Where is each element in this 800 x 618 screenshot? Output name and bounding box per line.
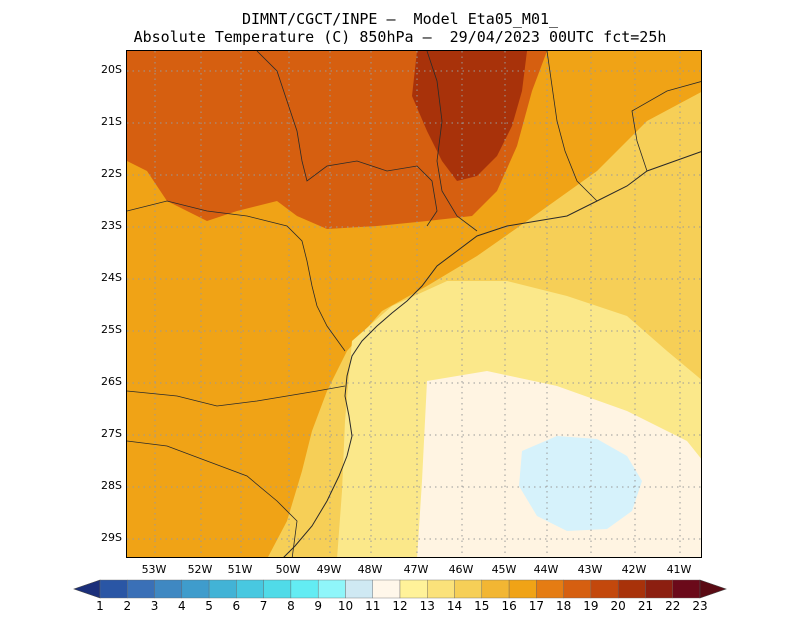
colorbar-label: 17 xyxy=(528,599,544,613)
longitude-label: 47W xyxy=(403,563,429,576)
colorbar-label: 23 xyxy=(692,599,708,613)
latitude-label: 22S xyxy=(101,167,122,180)
colorbar-label: 9 xyxy=(314,599,322,613)
colorbar-label: 19 xyxy=(583,599,599,613)
longitude-label: 46W xyxy=(448,563,474,576)
latitude-label: 20S xyxy=(101,63,122,76)
field-cold-patch xyxy=(519,436,642,531)
colorbar-label: 8 xyxy=(287,599,295,613)
colorbar-segment xyxy=(536,579,564,599)
map-title-line-2: Absolute Temperature (C) 850hPa – 29/04/… xyxy=(133,28,667,46)
longitude-label: 45W xyxy=(491,563,517,576)
state-border xyxy=(127,440,298,557)
colorbar-segment xyxy=(454,579,483,599)
colorbar-label: 4 xyxy=(177,599,186,613)
colorbar-segment xyxy=(508,579,537,599)
colorbar-label: 16 xyxy=(501,599,517,613)
colorbar-label: 15 xyxy=(474,599,490,613)
longitude-label: 51W xyxy=(227,563,253,576)
colorbar-low-arrow xyxy=(73,579,101,599)
colorbar-segment xyxy=(317,579,346,599)
colorbar-label: 22 xyxy=(665,599,681,613)
colorbar-segment xyxy=(181,579,210,599)
colorbar-segment xyxy=(481,579,510,599)
latitude-label: 27S xyxy=(101,427,122,440)
longitude-label: 53W xyxy=(141,563,167,576)
colorbar-segment xyxy=(154,579,183,599)
field-warmest xyxy=(412,51,527,181)
lat-lon-grid xyxy=(127,51,701,557)
colorbar-segment xyxy=(672,579,701,599)
colorbar-segment xyxy=(645,579,673,599)
longitude-label: 52W xyxy=(187,563,213,576)
colorbar-label: 20 xyxy=(610,599,626,613)
colorbar-segment xyxy=(372,579,401,599)
colorbar-label: 14 xyxy=(446,599,463,613)
colorbar-segment xyxy=(617,579,646,599)
colorbar-label: 1 xyxy=(96,599,104,613)
state-border xyxy=(546,51,598,202)
longitude-label: 49W xyxy=(316,563,342,576)
longitude-label: 41W xyxy=(666,563,692,576)
colorbar-label: 21 xyxy=(637,599,654,613)
colorbar-label: 13 xyxy=(419,599,435,613)
colorbar-segment xyxy=(263,579,292,599)
colorbar-high-arrow xyxy=(699,579,727,599)
longitude-label: 50W xyxy=(275,563,301,576)
coastline xyxy=(283,151,701,557)
latitude-label: 25S xyxy=(101,323,122,336)
colorbar-label: 5 xyxy=(205,599,213,613)
colorbar-segment xyxy=(208,579,237,599)
state-border xyxy=(127,200,346,352)
state-border xyxy=(127,385,346,407)
state-border xyxy=(426,51,478,232)
state-border xyxy=(256,51,438,227)
colorbar-segment xyxy=(127,579,155,599)
colorbar-label: 2 xyxy=(123,599,132,613)
colorbar-label: 6 xyxy=(232,599,241,613)
colorbar-label: 12 xyxy=(392,599,408,613)
colorbar-segment xyxy=(563,579,592,599)
latitude-label: 21S xyxy=(101,115,122,128)
colorbar-label: 11 xyxy=(365,599,381,613)
colorbar-segment xyxy=(399,579,428,599)
colorbar-label: 10 xyxy=(337,599,354,613)
colorbar-segment xyxy=(99,579,128,599)
temperature-field xyxy=(127,51,701,557)
colorbar-segment xyxy=(236,579,264,599)
temperature-map xyxy=(126,50,702,558)
colorbar-segment xyxy=(427,579,455,599)
latitude-label: 23S xyxy=(101,219,122,232)
colorbar-segment xyxy=(290,579,319,599)
map-title-line-1: DIMNT/CGCT/INPE – Model Eta05_M01_ xyxy=(241,10,559,28)
latitude-label: 29S xyxy=(101,531,122,544)
colorbar-segment xyxy=(345,579,373,599)
longitude-label: 48W xyxy=(357,563,383,576)
latitude-label: 28S xyxy=(101,479,122,492)
longitude-label: 43W xyxy=(577,563,603,576)
latitude-label: 26S xyxy=(101,375,122,388)
longitude-label: 42W xyxy=(621,563,647,576)
state-border xyxy=(631,81,701,172)
colorbar-label: 3 xyxy=(150,599,159,613)
colorbar xyxy=(73,579,727,599)
colorbar-segment xyxy=(590,579,619,599)
latitude-label: 24S xyxy=(101,271,122,284)
longitude-label: 44W xyxy=(533,563,559,576)
colorbar-label: 7 xyxy=(259,599,268,613)
colorbar-label: 18 xyxy=(555,599,572,613)
